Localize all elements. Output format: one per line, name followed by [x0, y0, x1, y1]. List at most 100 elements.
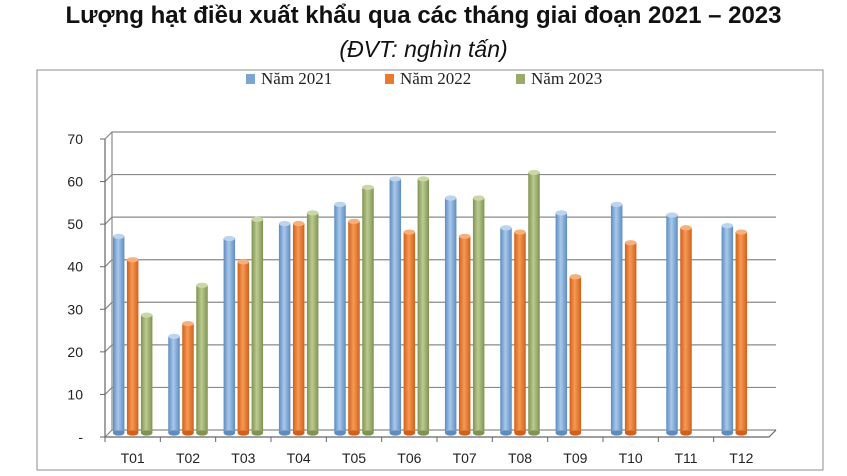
- x-tick-label: T10: [619, 450, 643, 466]
- y-tick-label: 40: [67, 259, 83, 275]
- chart-title: Lượng hạt điều xuất khẩu qua các tháng g…: [65, 2, 782, 29]
- bar-top: [444, 195, 457, 201]
- bar: [334, 201, 346, 436]
- bar-bottom: [292, 430, 305, 436]
- bar-body: [348, 221, 360, 433]
- bar: [112, 233, 125, 436]
- bar-top: [735, 229, 748, 235]
- bar-body: [721, 225, 734, 433]
- bar-bottom: [555, 430, 568, 436]
- bar-body: [666, 215, 678, 433]
- bar: [514, 229, 526, 436]
- bar: [735, 229, 748, 436]
- bar-bottom: [403, 430, 416, 436]
- bar: [362, 184, 374, 436]
- bar-top: [610, 201, 623, 207]
- bar-bottom: [140, 430, 153, 436]
- bar: [680, 225, 692, 436]
- bar-bottom: [306, 430, 319, 436]
- bar: [458, 233, 471, 436]
- bar-bottom: [251, 430, 264, 436]
- bar-body: [223, 238, 236, 433]
- bar-top: [458, 233, 471, 239]
- bar-top: [569, 274, 582, 280]
- bar-top: [514, 229, 526, 235]
- bar-bottom: [348, 430, 360, 436]
- bar-bottom: [112, 430, 125, 436]
- y-tick-label: 60: [67, 174, 83, 190]
- legend-swatch: [385, 74, 394, 84]
- bar: [472, 195, 485, 436]
- bar-top: [472, 195, 485, 201]
- bar-body: [306, 212, 319, 433]
- bar-bottom: [666, 430, 678, 436]
- y-tick-label: 50: [67, 216, 83, 232]
- y-tick-label: 20: [67, 344, 83, 360]
- bar: [223, 235, 236, 436]
- bar: [610, 201, 623, 436]
- x-tick-label: T02: [176, 450, 200, 466]
- bar-bottom: [472, 430, 485, 436]
- bar-body: [196, 285, 208, 433]
- x-tick-label: T07: [453, 450, 477, 466]
- bar-top: [292, 220, 305, 227]
- bar-top: [112, 233, 125, 239]
- bar-body: [680, 227, 692, 433]
- bar-bottom: [721, 430, 734, 436]
- legend-label: Năm 2021: [261, 69, 332, 88]
- bar-body: [569, 276, 582, 433]
- bar: [403, 229, 416, 436]
- bar-body: [140, 315, 153, 433]
- legend-item: Năm 2023: [516, 69, 602, 88]
- bar-body: [168, 336, 180, 433]
- bar-top: [417, 176, 430, 182]
- bar: [237, 259, 250, 436]
- bar: [555, 210, 568, 436]
- bar-body: [126, 259, 139, 433]
- x-axis-labels: T01 T02 T03 T04 T05 T06 T07 T08 T09 T10 T11 T12: [121, 450, 754, 466]
- bar-top: [278, 220, 291, 227]
- bar-top: [306, 210, 319, 216]
- bar-body: [514, 232, 526, 433]
- bar-top: [721, 223, 734, 229]
- bar-body: [458, 236, 471, 433]
- bar-bottom: [168, 430, 180, 436]
- bar-body: [444, 197, 457, 433]
- bar-bottom: [417, 430, 430, 436]
- bar: [140, 312, 153, 436]
- bar-top: [140, 312, 153, 318]
- gridline: [104, 131, 776, 140]
- bars: [112, 169, 748, 436]
- y-tick-label: 70: [67, 131, 83, 147]
- bar-body: [278, 223, 291, 433]
- bar-bottom: [624, 430, 637, 436]
- bar-top: [334, 201, 346, 207]
- bar-bottom: [514, 430, 526, 436]
- chart-subtitle: (ĐVT: nghìn tấn): [339, 36, 508, 62]
- bar-top: [126, 257, 139, 263]
- bar-top: [528, 169, 540, 176]
- bar-body: [472, 197, 485, 433]
- bar-bottom: [196, 430, 208, 436]
- bar-body: [334, 204, 346, 433]
- gridline: [104, 173, 776, 182]
- bar-bottom: [444, 430, 457, 436]
- legend-swatch: [246, 74, 255, 84]
- bar-bottom: [126, 430, 139, 436]
- bar-top: [403, 229, 416, 235]
- y-tick-label: 30: [67, 301, 83, 317]
- y-tick-label: -: [78, 429, 83, 445]
- x-tick-label: T06: [397, 450, 421, 466]
- bar-body: [251, 219, 264, 433]
- bar: [278, 220, 291, 436]
- bar-top: [348, 218, 360, 224]
- bar-bottom: [680, 430, 692, 436]
- bar-top: [680, 225, 692, 231]
- x-tick-label: T04: [287, 450, 311, 466]
- bar: [417, 176, 430, 436]
- bar: [306, 210, 319, 436]
- bar-top: [500, 225, 512, 231]
- x-tick-label: T01: [121, 450, 145, 466]
- floor-back-edge: [104, 429, 776, 438]
